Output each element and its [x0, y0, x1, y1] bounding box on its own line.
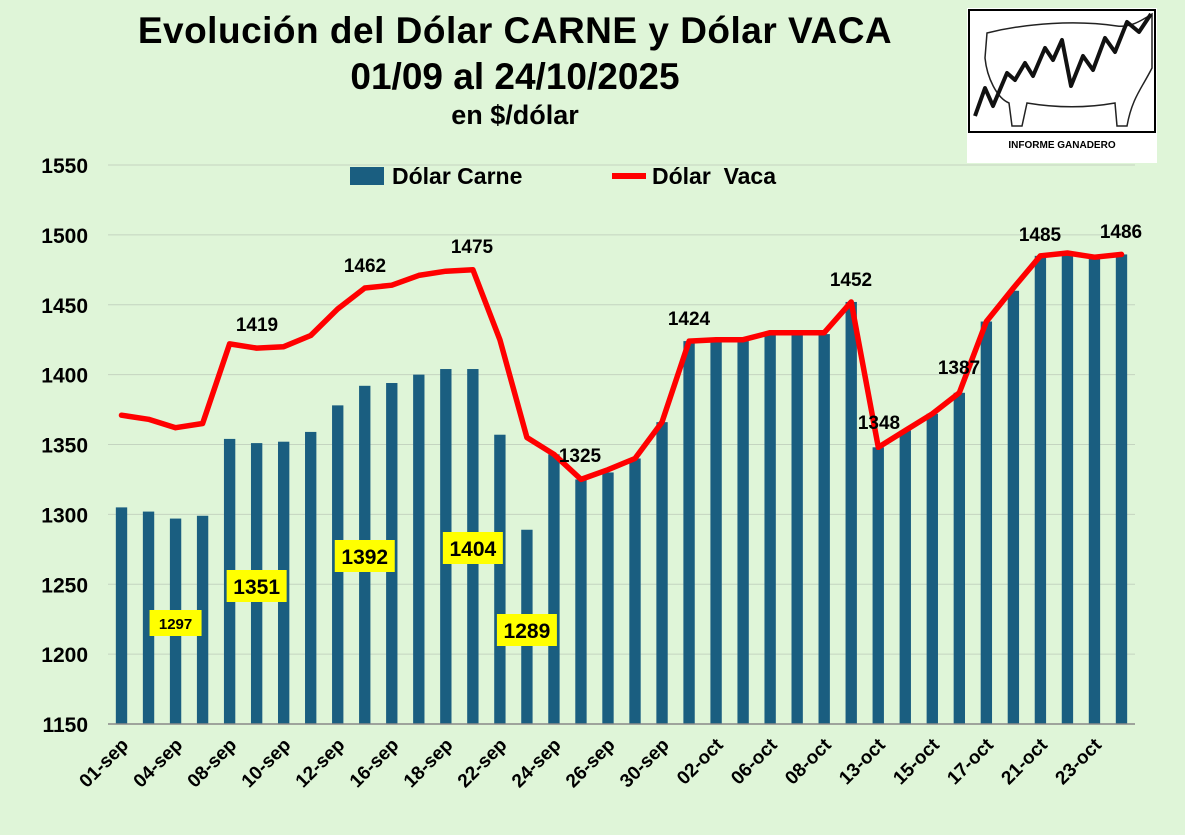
x-tick-label: 08-sep — [184, 735, 241, 792]
bar-dolar-carne — [305, 431, 317, 724]
x-tick-label: 21-oct — [998, 734, 1053, 789]
y-tick-label: 1250 — [41, 574, 88, 597]
bar-dolar-carne — [1061, 254, 1074, 724]
line-data-label: 1419 — [236, 315, 278, 336]
bar-dolar-carne — [196, 515, 209, 724]
line-data-label: 1486 — [1100, 222, 1142, 243]
line-data-label: 1424 — [668, 309, 711, 330]
y-tick-label: 1300 — [41, 504, 88, 527]
line-data-label: 1462 — [344, 256, 386, 277]
bar-dolar-carne — [764, 335, 776, 724]
line-data-label: 1475 — [451, 237, 494, 258]
bar-dolar-carne — [1034, 255, 1047, 724]
line-data-label: 1452 — [830, 270, 872, 291]
x-tick-label: 22-sep — [454, 735, 511, 792]
bar-data-label-box — [226, 570, 287, 602]
logo-caption: INFORME GANADERO — [1008, 140, 1116, 151]
legend: Dólar Carne Dólar Vaca — [350, 163, 776, 189]
x-tick-label: 06-oct — [727, 734, 782, 789]
x-tick-label: 23-oct — [1052, 734, 1107, 789]
bar-dolar-carne — [710, 339, 722, 724]
x-tick-label: 16-sep — [346, 735, 403, 792]
bar-dolar-carne — [1007, 290, 1020, 724]
bar-data-label-box — [442, 532, 503, 564]
bar-dolar-carne — [683, 341, 695, 724]
bar-dolar-carne — [1115, 254, 1128, 724]
x-tick-label: 08-oct — [781, 734, 836, 789]
chart-title: Evolución del Dólar CARNE y Dólar VACA — [137, 10, 893, 51]
bar-dolar-carne — [629, 458, 641, 724]
bar-dolar-carne — [575, 479, 587, 724]
y-tick-label: 1500 — [41, 225, 88, 248]
legend-label-dolar-carne: Dólar Carne — [392, 163, 522, 189]
chart-date-range: 01/09 al 24/10/2025 — [350, 56, 680, 97]
x-tick-label: 17-oct — [943, 734, 998, 789]
bar-dolar-carne — [872, 447, 884, 724]
line-data-label: 1387 — [938, 358, 980, 379]
chart-unit: en $/dólar — [451, 100, 579, 130]
bar-data-label: 1351 — [233, 576, 280, 599]
y-axis: 1150 1200 1250 1300 1350 1400 1450 1500 1550 — [41, 155, 88, 737]
bar-dolar-carne — [413, 374, 425, 724]
bar-data-label: 1392 — [341, 546, 388, 569]
x-tick-label: 12-sep — [292, 735, 349, 792]
line-series-dolar-vaca — [118, 250, 1125, 483]
bar-dolar-carne — [818, 334, 830, 724]
bar-dolar-carne — [899, 430, 911, 724]
legend-swatch-dolar-carne — [350, 167, 384, 185]
x-tick-label: 04-sep — [130, 735, 187, 792]
bar-data-label: 1297 — [159, 616, 192, 633]
bar-data-label-box — [496, 614, 557, 646]
bar-dolar-carne — [926, 413, 938, 724]
y-tick-label: 1350 — [41, 435, 88, 458]
y-tick-label: 1450 — [41, 295, 88, 318]
x-tick-label: 10-sep — [238, 735, 295, 792]
line-data-label: 1325 — [559, 446, 602, 467]
bar-dolar-carne — [602, 472, 614, 724]
bar-dolar-carne — [980, 321, 993, 724]
x-tick-label: 02-oct — [673, 734, 728, 789]
bar-data-label: 1404 — [449, 538, 496, 561]
bar-data-label: 1289 — [504, 620, 551, 643]
bar-dolar-carne — [1088, 257, 1101, 724]
x-tick-label: 15-oct — [889, 734, 944, 789]
cow-chart-logo-icon — [968, 9, 1156, 133]
x-tick-label: 18-sep — [400, 735, 457, 792]
bar-data-labels: 1297 1351 1392 1404 1289 — [149, 532, 557, 646]
bar-dolar-carne — [953, 392, 966, 724]
bar-dolar-carne — [548, 454, 560, 724]
line-data-label: 1485 — [1019, 225, 1062, 246]
x-tick-label: 01-sep — [76, 735, 133, 792]
x-tick-label: 24-sep — [508, 735, 565, 792]
x-axis: 01-sep04-sep08-sep10-sep12-sep16-sep18-s… — [76, 723, 1135, 792]
bar-dolar-carne — [791, 334, 803, 724]
y-tick-label: 1200 — [41, 644, 88, 667]
x-tick-label: 13-oct — [835, 734, 890, 789]
bar-dolar-carne — [142, 511, 155, 724]
x-tick-label: 30-sep — [616, 735, 673, 792]
bar-dolar-carne — [845, 301, 857, 724]
bar-dolar-carne — [737, 341, 749, 724]
line-data-labels: 1419 1462 1475 1325 1424 1452 1348 1387 1485 1486 — [236, 222, 1142, 467]
bar-dolar-carne — [494, 434, 506, 724]
bar-dolar-carne — [115, 507, 128, 724]
y-tick-label: 1550 — [41, 155, 88, 178]
bar-data-label-box — [149, 610, 202, 636]
bar-data-label-box — [334, 540, 395, 572]
bar-dolar-carne — [656, 422, 668, 724]
y-tick-label: 1400 — [41, 365, 88, 388]
y-tick-label: 1150 — [42, 714, 88, 737]
line-dolar-vaca — [118, 250, 1125, 483]
x-tick-label: 26-sep — [562, 735, 619, 792]
legend-label-dolar-vaca: Dólar Vaca — [652, 163, 776, 189]
line-data-label: 1348 — [858, 413, 900, 434]
informe-ganadero-logo: INFORME GANADERO — [967, 8, 1157, 163]
